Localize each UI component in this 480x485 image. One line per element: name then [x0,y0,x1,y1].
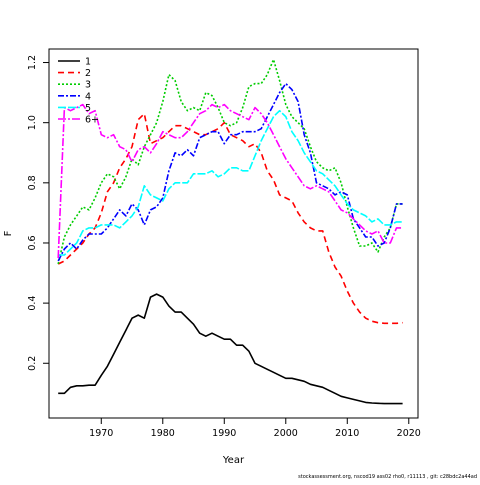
x-tick-label: 1980 [151,428,175,439]
y-axis-title: F [3,230,14,236]
y-tick-label: 0.8 [27,175,38,190]
legend-label: 3 [85,80,91,91]
x-tick-label: 2010 [335,428,359,439]
series-line-5 [58,109,403,256]
y-tick-label: 1.2 [27,55,38,70]
legend-label: 1 [85,57,91,68]
legend-label: 2 [85,68,91,79]
legend-label: 5 [85,103,91,114]
series-line-1 [58,293,403,405]
y-tick-label: 0.6 [27,235,38,250]
x-tick-label: 2020 [397,428,421,439]
series-line-3 [57,58,403,265]
series-line-6plus [57,103,403,259]
y-axis: 0.2 0.4 0.6 0.8 1.0 1.2 [27,55,50,371]
x-tick-label: 1990 [212,428,236,439]
legend-label: 6+ [85,115,99,126]
x-axis: 1970 1980 1990 2000 2010 2020 [89,417,421,439]
x-tick-label: 2000 [274,428,298,439]
series-line-2 [57,112,403,325]
x-axis-title: Year [222,455,245,466]
y-tick-label: 0.2 [27,356,38,371]
footer-text: stockassessment.org, nscod19 ass02 rho0,… [298,474,477,480]
series-layer [57,58,403,405]
x-tick-label: 1970 [89,428,113,439]
series-line-4 [57,82,403,262]
y-tick-label: 1.0 [27,115,38,130]
legend-label: 4 [85,91,91,102]
y-tick-label: 0.4 [27,296,38,311]
